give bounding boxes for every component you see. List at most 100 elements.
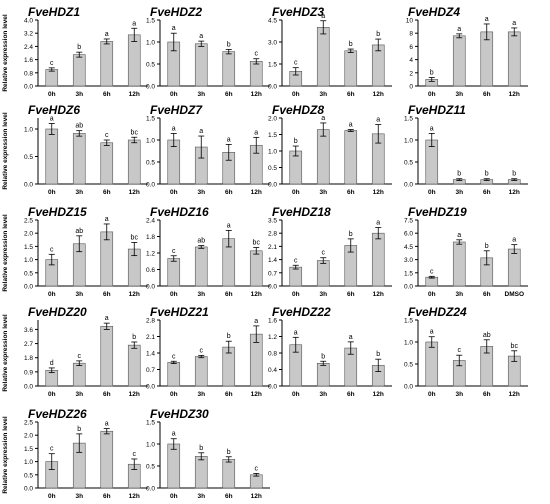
y-tick-label: 0.7 [146, 367, 155, 374]
y-tick-label: 1.2 [268, 334, 277, 341]
y-tick-label: 2.8 [268, 231, 277, 238]
y-tick-label: 1.0 [24, 127, 33, 134]
y-axis-label: Relative expression level [2, 14, 9, 92]
y-tick-label: 0.5 [24, 270, 33, 277]
y-tick-label: 0.8 [268, 351, 277, 358]
x-tick-label: 12h [251, 493, 262, 500]
y-tick-label: 2.5 [24, 218, 33, 225]
x-tick-label: 3h [319, 189, 327, 196]
significance-letter: a [105, 421, 109, 428]
significance-letter: a [254, 129, 258, 136]
significance-letter: b [321, 353, 325, 360]
x-tick-label: 6h [483, 91, 491, 98]
y-tick-label: 1.5 [146, 116, 155, 123]
y-tick-label: 0.0 [146, 384, 155, 391]
significance-letter: bc [131, 129, 139, 136]
y-tick-label: 1.5 [146, 18, 155, 25]
chart-title: FveHDZ1 [28, 5, 80, 19]
chart-panel-FveHDZ20: FveHDZ20 0.0 0.9 1.8 2.7 3.6 Relative expressi… [2, 305, 148, 398]
x-tick-label: 12h [129, 189, 140, 196]
y-axis-label: Relative expression level [2, 214, 9, 292]
y-tick-label: 0.5 [268, 165, 277, 172]
bar-0h [425, 341, 439, 387]
x-tick-label: 6h [103, 291, 111, 298]
significance-letter: c [294, 257, 298, 264]
x-tick-label: 0h [428, 91, 436, 98]
y-axis-label: Relative expression level [2, 112, 9, 190]
x-tick-label: 6h [347, 291, 355, 298]
y-tick-label: 0.0 [24, 84, 33, 91]
y-tick-label: 1.5 [24, 244, 33, 251]
x-tick-label: 12h [373, 189, 384, 196]
y-tick-label: 0.5 [146, 160, 155, 167]
significance-letter: a [349, 334, 353, 341]
y-axis-label: Relative expression level [2, 314, 9, 392]
x-tick-label: 6h [103, 189, 111, 196]
y-tick-label: 0.5 [146, 62, 155, 69]
x-tick-label: 3h [197, 493, 205, 500]
y-tick-label: 6.0 [404, 231, 413, 238]
significance-letter: a [172, 25, 176, 32]
significance-letter: c [172, 353, 176, 360]
x-tick-label: 12h [129, 391, 140, 398]
y-tick-label: 6 [409, 44, 413, 51]
y-tick-label: 0.0 [268, 384, 277, 391]
x-tick-label: 3h [319, 91, 327, 98]
x-tick-label: 0h [170, 493, 178, 500]
bar-12h [249, 474, 263, 489]
bar-12h [127, 139, 141, 185]
y-tick-label: 1.8 [146, 234, 155, 241]
significance-letter: a [227, 222, 231, 229]
significance-letter: c [255, 51, 259, 58]
chart-title: FveHDZ2 [150, 5, 202, 19]
y-tick-label: 1.0 [268, 149, 277, 156]
chart-panel-FveHDZ22: FveHDZ22 0.0 0.4 0.8 1.2 1.6 a 0h b 3h a 6h b 12h [268, 305, 392, 398]
x-tick-label: 12h [251, 391, 262, 398]
significance-letter: a [430, 125, 434, 132]
x-tick-label: 12h [509, 189, 520, 196]
significance-letter: a [199, 33, 203, 40]
y-tick-label: 0.0 [146, 182, 155, 189]
x-tick-label: 0h [48, 189, 56, 196]
x-tick-label: 6h [483, 391, 491, 398]
x-tick-label: 0h [428, 291, 436, 298]
x-tick-label: 6h [103, 493, 111, 500]
y-tick-label: 8 [409, 31, 413, 38]
x-tick-label: 6h [103, 391, 111, 398]
x-tick-label: 0h [292, 91, 300, 98]
y-tick-label: 2.0 [24, 231, 33, 238]
y-tick-label: 0.5 [404, 362, 413, 369]
x-tick-label: 12h [251, 91, 262, 98]
significance-letter: b [227, 333, 231, 340]
bar-0h [167, 258, 181, 287]
y-tick-label: 1.0 [404, 340, 413, 347]
chart-title: FveHDZ4 [408, 5, 460, 19]
significance-letter: b [294, 138, 298, 145]
significance-letter: c [50, 60, 54, 67]
y-tick-label: 1.8 [24, 355, 33, 362]
y-tick-label: 0.7 [268, 270, 277, 277]
chart-title: FveHDZ11 [408, 103, 466, 117]
significance-letter: c [458, 347, 462, 354]
chart-panel-FveHDZ6: FveHDZ6 0.0 0.5 1.0 Relative expression leve… [2, 103, 148, 196]
chart-title: FveHDZ22 [272, 305, 331, 319]
y-tick-label: 1.5 [404, 116, 413, 123]
y-tick-label: 4.5 [404, 244, 413, 251]
x-tick-label: 0h [292, 291, 300, 298]
x-tick-label: 12h [129, 493, 140, 500]
bar-0h [45, 128, 59, 185]
chart-panel-FveHDZ19: FveHDZ19 0.0 1.5 3.0 4.5 6.0 7.5 c 0h a 3h b 6h a DMSO [404, 205, 528, 298]
y-tick-label: 0.5 [404, 160, 413, 167]
y-tick-label: 1.4 [146, 351, 155, 358]
significance-letter: b [485, 243, 489, 250]
significance-letter: a [294, 329, 298, 336]
y-tick-label: 2.7 [24, 341, 33, 348]
chart-title: FveHDZ6 [28, 103, 80, 117]
y-tick-label: 2 [409, 70, 413, 77]
y-tick-label: 0.0 [404, 182, 413, 189]
y-tick-label: 1.5 [24, 446, 33, 453]
chart-panel-FveHDZ1: FveHDZ1 0.0 0.8 1.6 2.4 3.2 4.0 Relative expres… [2, 5, 148, 98]
bar-3h [316, 27, 330, 87]
x-tick-label: 0h [170, 91, 178, 98]
